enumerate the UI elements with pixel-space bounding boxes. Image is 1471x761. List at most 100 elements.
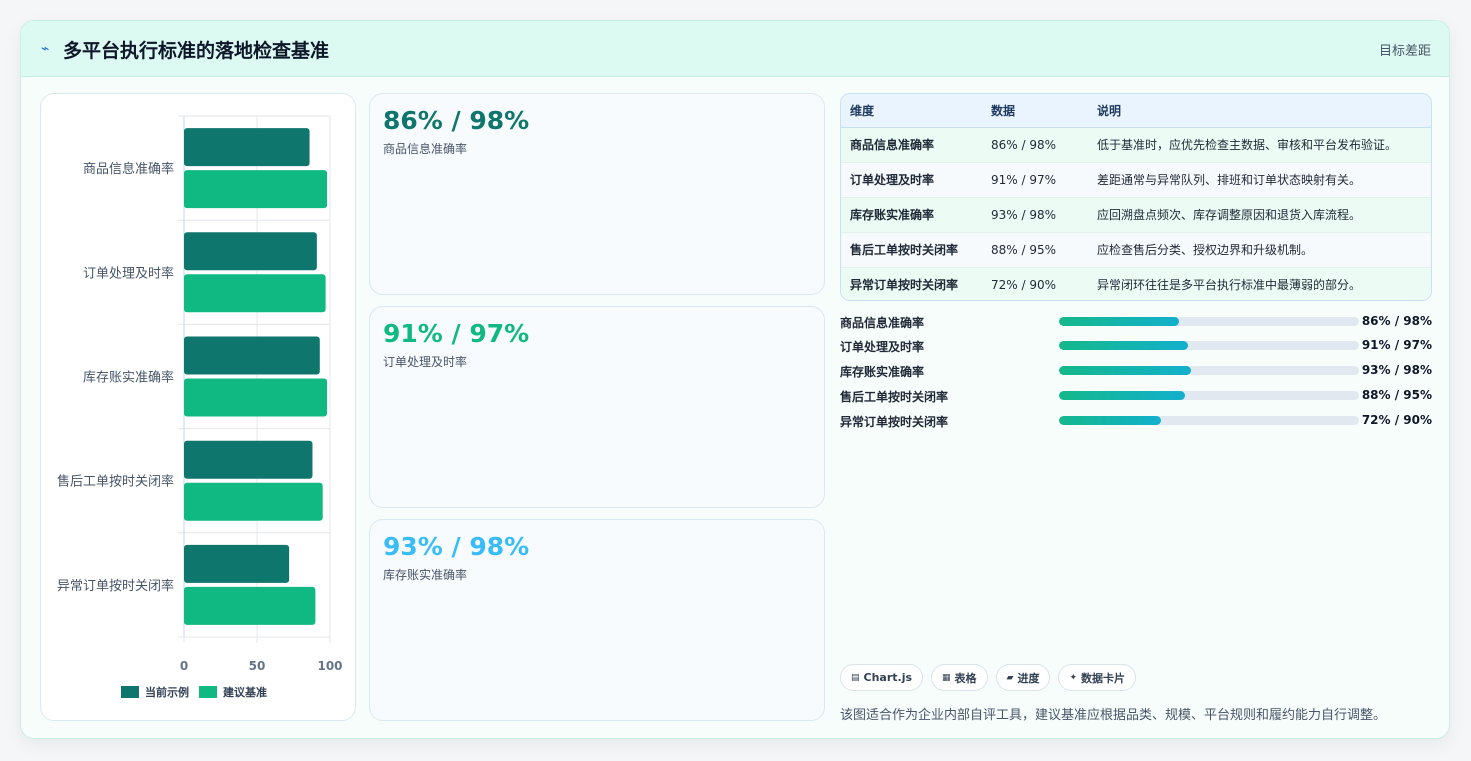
progress-fill <box>1059 341 1188 350</box>
table-cell: 应回溯盘点频次、库存调整原因和退货入库流程。 <box>1088 197 1431 233</box>
legend-item-current[interactable]: 当前示例 <box>121 684 189 700</box>
chart-icon: ▤ <box>851 672 860 683</box>
kpi-card: 93% / 98% 库存账实准确率 <box>369 519 825 721</box>
progress-icon: ▰ <box>1006 672 1014 683</box>
y-category-label: 商品信息准确率 <box>83 161 174 177</box>
x-tick-label: 50 <box>249 659 266 673</box>
bar-benchmark <box>184 170 328 209</box>
table-row: 库存账实准确率 93% / 98% 应回溯盘点频次、库存调整原因和退货入库流程。 <box>841 197 1431 233</box>
progress-row: 异常订单按时关闭率 72% / 90% <box>840 413 1432 429</box>
progress-row: 库存账实准确率 93% / 98% <box>840 363 1432 379</box>
progress-track <box>1059 366 1359 375</box>
legend-item-benchmark[interactable]: 建议基准 <box>199 684 267 700</box>
table-cell: 93% / 98% <box>982 197 1088 233</box>
benchmark-table: 维度 数据 说明 商品信息准确率 86% / 98% 低于基准时，应优先检查主数… <box>840 93 1432 301</box>
progress-row: 商品信息准确率 86% / 98% <box>840 314 1432 330</box>
bar-current <box>184 544 290 583</box>
feature-chips: ▤ Chart.js ▦ 表格 ▰ 进度 ✦ 数据卡片 <box>840 664 1144 691</box>
progress-label: 商品信息准确率 <box>840 316 925 330</box>
progress-label: 异常订单按时关闭率 <box>840 415 949 429</box>
table-cell: 异常订单按时关闭率 <box>841 267 982 300</box>
y-category-label: 异常订单按时关闭率 <box>57 578 174 594</box>
kpi-label: 商品信息准确率 <box>383 142 468 156</box>
table-cell: 商品信息准确率 <box>841 127 982 163</box>
legend-label-current: 当前示例 <box>145 686 189 699</box>
chip-label: 表格 <box>954 671 977 685</box>
bar-chart-card: 0 50 100 商品信息准确率 订单处理及时率 库存账实准确率 售后工单按时关闭率 异常订单… <box>40 93 356 721</box>
legend-swatch-current <box>121 686 139 698</box>
progress-track <box>1059 391 1359 400</box>
bar-benchmark <box>184 378 328 417</box>
y-category-label: 库存账实准确率 <box>83 370 174 386</box>
table-row: 商品信息准确率 86% / 98% 低于基准时，应优先检查主数据、审核和平台发布… <box>841 127 1431 163</box>
table-cell: 订单处理及时率 <box>841 162 982 198</box>
table-cell: 应检查售后分类、授权边界和升级机制。 <box>1088 232 1431 268</box>
chip-data-cards[interactable]: ✦ 数据卡片 <box>1058 664 1137 691</box>
chip-progress[interactable]: ▰ 进度 <box>995 664 1051 691</box>
progress-track <box>1059 341 1359 350</box>
table-row: 异常订单按时关闭率 72% / 90% 异常闭环往往是多平台执行标准中最薄弱的部… <box>841 267 1431 300</box>
y-category-label: 售后工单按时关闭率 <box>57 474 174 490</box>
progress-row: 售后工单按时关闭率 88% / 95% <box>840 388 1432 404</box>
table-cell: 91% / 97% <box>982 162 1088 198</box>
sparkle-icon: ✦ <box>1069 672 1078 683</box>
bar-benchmark <box>184 274 326 313</box>
table-cell: 86% / 98% <box>982 127 1088 163</box>
lightning-icon: ⌁ <box>41 41 50 57</box>
table-header-row: 维度 数据 说明 <box>841 94 1431 128</box>
progress-label: 库存账实准确率 <box>840 365 925 379</box>
progress-row: 订单处理及时率 91% / 97% <box>840 338 1432 354</box>
chart-legend: 当前示例 建议基准 <box>121 684 277 700</box>
dashboard-panel: ⌁ 多平台执行标准的落地检查基准 目标差距 0 50 100 商品信息准确率 订单处理及… <box>20 20 1450 739</box>
column-header-note: 说明 <box>1088 94 1431 128</box>
column-header-dimension: 维度 <box>841 94 982 128</box>
page-title: 多平台执行标准的落地检查基准 <box>63 40 330 62</box>
progress-label: 售后工单按时关闭率 <box>840 390 949 404</box>
target-gap-label: 目标差距 <box>1378 44 1431 59</box>
table-cell: 售后工单按时关闭率 <box>841 232 982 268</box>
bar-benchmark <box>184 482 323 521</box>
bar-current <box>184 440 313 479</box>
bar-current <box>184 232 317 271</box>
kpi-value: 86% / 98% <box>383 106 530 135</box>
header: ⌁ 多平台执行标准的落地检查基准 目标差距 <box>21 21 1449 77</box>
table-icon: ▦ <box>942 672 951 683</box>
chip-label: 进度 <box>1017 671 1040 685</box>
legend-label-benchmark: 建议基准 <box>223 686 267 699</box>
legend-swatch-benchmark <box>199 686 217 698</box>
bar-current <box>184 128 310 167</box>
kpi-label: 库存账实准确率 <box>383 568 468 582</box>
progress-fill <box>1059 391 1185 400</box>
chip-label: Chart.js <box>863 671 913 684</box>
progress-fill <box>1059 416 1161 425</box>
kpi-card: 86% / 98% 商品信息准确率 <box>369 93 825 295</box>
footnote: 该图适合作为企业内部自评工具，建议基准应根据品类、规模、平台规则和履约能力自行调… <box>840 708 1387 723</box>
bar-benchmark <box>184 586 316 625</box>
progress-track <box>1059 317 1359 326</box>
bar-current <box>184 336 320 375</box>
progress-value: 93% / 98% <box>1361 363 1432 377</box>
table-row: 订单处理及时率 91% / 97% 差距通常与异常队列、排班和订单状态映射有关。 <box>841 162 1431 198</box>
progress-track <box>1059 416 1359 425</box>
table-cell: 库存账实准确率 <box>841 197 982 233</box>
column-header-data: 数据 <box>982 94 1088 128</box>
table-cell: 异常闭环往往是多平台执行标准中最薄弱的部分。 <box>1088 267 1431 300</box>
y-category-label: 订单处理及时率 <box>83 265 174 281</box>
bar-chart: 0 50 100 商品信息准确率订单处理及时率库存账实准确率售后工单按时关闭率异常订单… <box>57 115 343 673</box>
kpi-value: 91% / 97% <box>383 319 530 348</box>
chip-table[interactable]: ▦ 表格 <box>931 664 988 691</box>
table-cell: 低于基准时，应优先检查主数据、审核和平台发布验证。 <box>1088 127 1431 163</box>
chip-chartjs[interactable]: ▤ Chart.js <box>840 664 924 691</box>
progress-value: 72% / 90% <box>1361 413 1432 427</box>
kpi-label: 订单处理及时率 <box>383 355 468 369</box>
progress-fill <box>1059 366 1191 375</box>
kpi-card: 91% / 97% 订单处理及时率 <box>369 306 825 508</box>
table-cell: 差距通常与异常队列、排班和订单状态映射有关。 <box>1088 162 1431 198</box>
table-cell: 88% / 95% <box>982 232 1088 268</box>
progress-fill <box>1059 317 1179 326</box>
progress-value: 86% / 98% <box>1361 314 1432 328</box>
table-row: 售后工单按时关闭率 88% / 95% 应检查售后分类、授权边界和升级机制。 <box>841 232 1431 268</box>
progress-value: 88% / 95% <box>1361 388 1432 402</box>
table-cell: 72% / 90% <box>982 267 1088 300</box>
progress-value: 91% / 97% <box>1361 338 1432 352</box>
